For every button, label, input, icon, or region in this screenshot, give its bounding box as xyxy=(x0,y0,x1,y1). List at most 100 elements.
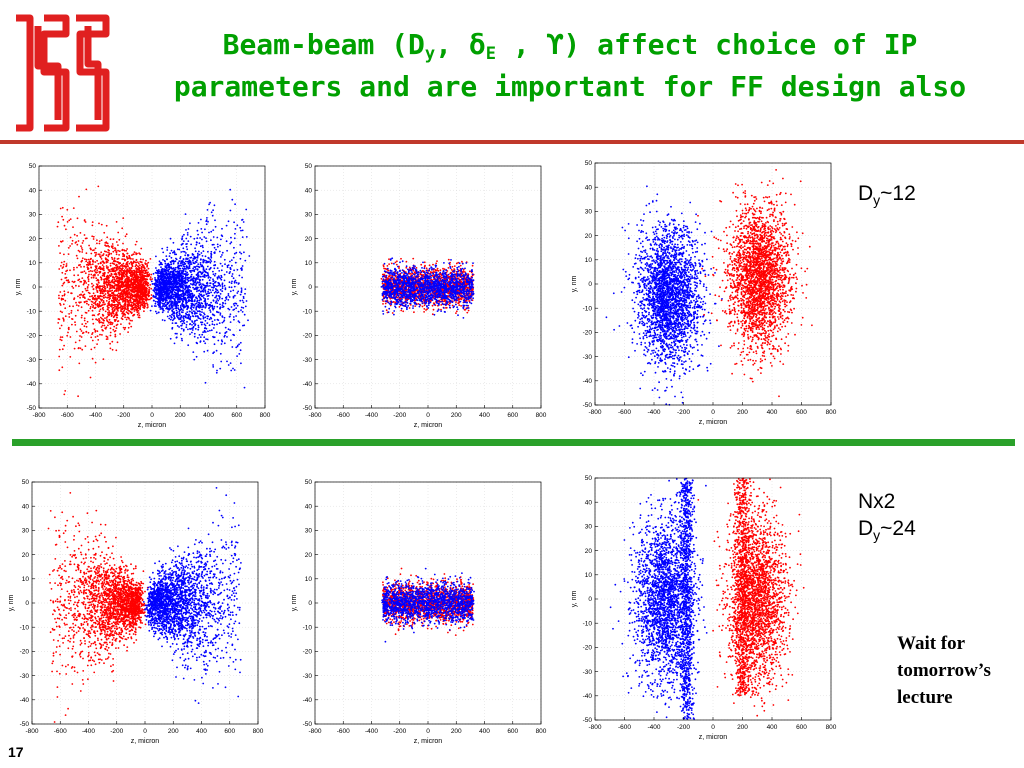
scatter-point xyxy=(189,235,192,238)
scatter-point xyxy=(76,257,79,260)
scatter-point xyxy=(189,307,192,309)
scatter-point xyxy=(83,319,86,322)
scatter-point xyxy=(203,323,206,326)
scatter-point xyxy=(229,242,232,245)
scatter-point xyxy=(171,296,174,298)
scatter-point xyxy=(211,243,214,246)
scatter-point xyxy=(180,337,183,340)
scatter-point xyxy=(123,271,126,274)
scatter-point xyxy=(124,292,127,295)
scatter-point xyxy=(114,319,117,322)
scatter-point xyxy=(239,244,242,246)
scatter-point xyxy=(189,292,191,295)
scatter-point xyxy=(238,343,241,346)
scatter-point xyxy=(119,269,122,272)
scatter-point xyxy=(171,327,174,330)
scatter-point xyxy=(61,240,64,242)
scatter-point xyxy=(165,284,168,286)
scatter-point xyxy=(168,278,170,280)
scatter-point xyxy=(138,287,141,289)
scatter-point xyxy=(114,294,117,296)
scatter-point xyxy=(61,366,64,369)
scatter-point xyxy=(107,255,110,258)
scatter-point xyxy=(74,341,77,344)
scatter-point xyxy=(205,293,208,295)
scatter-point xyxy=(79,296,81,299)
scatter-point xyxy=(135,273,138,276)
scatter-point xyxy=(105,254,108,257)
scatter-point xyxy=(198,305,201,307)
scatter-point xyxy=(61,215,63,218)
scatter-point xyxy=(204,324,207,327)
scatter-point xyxy=(96,283,99,286)
scatter-point xyxy=(183,265,186,268)
scatter-point xyxy=(223,273,226,276)
scatter-point xyxy=(196,265,198,268)
scatter-point xyxy=(216,243,219,246)
scatter-point xyxy=(80,260,83,263)
scatter-point xyxy=(116,276,119,279)
scatter-point xyxy=(125,275,128,277)
scatter-point xyxy=(153,282,156,285)
scatter-point xyxy=(125,318,128,321)
scatter-point xyxy=(193,310,195,313)
scatter-point xyxy=(59,252,61,254)
scatter-point xyxy=(224,302,227,305)
scatter-point xyxy=(133,283,136,285)
scatter-point xyxy=(173,286,176,289)
scatter-point xyxy=(154,310,157,313)
scatter-point xyxy=(136,276,139,278)
scatter-point xyxy=(118,299,121,301)
scatter-point xyxy=(183,261,186,264)
scatter-point xyxy=(234,261,237,264)
scatter-point xyxy=(219,244,222,247)
scatter-point xyxy=(138,294,140,297)
scatter-point xyxy=(192,351,195,353)
scatter-point xyxy=(198,299,201,302)
scatter-point xyxy=(100,258,103,260)
scatter-point xyxy=(232,303,235,305)
scatter-point xyxy=(129,295,132,298)
scatter-point xyxy=(126,268,128,271)
scatter-point xyxy=(140,292,143,295)
scatter-point xyxy=(105,258,108,260)
scatter-point xyxy=(205,240,208,243)
scatter-point xyxy=(171,272,174,275)
scatter-point xyxy=(220,238,222,241)
scatter-point xyxy=(185,258,188,260)
scatter-point xyxy=(191,309,193,311)
scatter-point xyxy=(87,280,90,283)
scatter-point xyxy=(136,281,139,284)
scatter-point xyxy=(111,258,114,260)
scatter-point xyxy=(139,282,142,285)
scatter-point xyxy=(181,269,183,272)
scatter-point xyxy=(68,316,71,318)
scatter-point xyxy=(227,293,230,295)
scatter-point xyxy=(167,282,170,284)
scatter-point xyxy=(233,269,236,272)
scatter-point xyxy=(138,266,140,269)
scatter-point xyxy=(130,261,133,264)
scatter-point xyxy=(210,239,212,242)
scatter-point xyxy=(129,298,132,301)
scatter-point xyxy=(181,300,184,303)
scatter-point xyxy=(186,289,189,292)
scatter-point xyxy=(229,260,231,263)
scatter-point xyxy=(236,304,239,307)
scatter-point xyxy=(110,305,112,308)
scatter-point xyxy=(162,259,164,261)
scatter-point xyxy=(148,286,151,289)
scatter-point xyxy=(191,329,194,331)
scatter-point xyxy=(112,268,115,271)
scatter-point xyxy=(110,299,113,302)
scatter-point xyxy=(123,312,125,315)
scatter-point xyxy=(83,293,86,296)
scatter-point xyxy=(190,328,192,330)
scatter-point xyxy=(187,277,189,279)
scatter-point xyxy=(240,229,242,232)
scatter-point xyxy=(87,261,89,264)
scatter-point xyxy=(142,276,144,279)
scatter-point xyxy=(180,298,183,300)
scatter-point xyxy=(89,258,92,261)
scatter-point xyxy=(91,224,94,227)
